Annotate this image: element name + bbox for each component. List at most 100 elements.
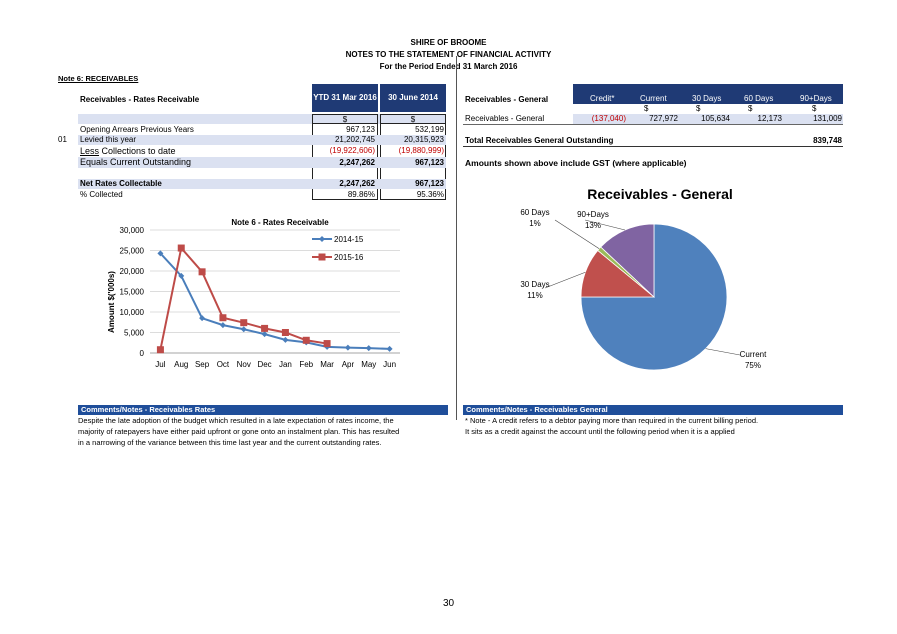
row-code: 01: [58, 135, 67, 144]
gst-note: Amounts shown above include GST (where a…: [465, 158, 687, 168]
data-point: [365, 345, 372, 352]
row-bg: [78, 157, 446, 168]
total-value: 839,748: [813, 136, 842, 145]
column-divider: [456, 56, 457, 420]
row-value-ytd: 967,123: [346, 125, 375, 134]
x-tick-label: May: [361, 360, 376, 369]
row-label: Levied this year: [80, 135, 137, 144]
series-line-2014-15: [159, 252, 390, 350]
data-point: [240, 326, 247, 333]
pie-percent: 11%: [527, 291, 542, 300]
page-number: 30: [442, 598, 455, 609]
pct-label: % Collected: [80, 190, 123, 199]
general-row-label: Receivables - General: [465, 114, 545, 123]
col-header-ytd: YTD 31 Mar 2016: [312, 84, 378, 112]
comments-general-title: Comments/Notes - Receivables General: [463, 405, 843, 415]
x-tick-label: Mar: [320, 360, 334, 369]
org-title: SHIRE OF BROOME: [410, 38, 487, 47]
data-point: [323, 340, 331, 348]
x-tick-label: Aug: [174, 360, 188, 369]
data-point: [261, 331, 268, 338]
row-label: Less Collections to date: [80, 146, 176, 156]
receivables-pie-chart: Current 75% 30 Days 11% 60 Days 1% 90+Days 13%: [520, 208, 767, 371]
header-30days: 30 Days: [692, 94, 722, 103]
currency-90: $: [812, 104, 817, 113]
currency-june: $: [380, 114, 446, 124]
pie-label: 60 Days: [520, 208, 549, 217]
row-label: Opening Arrears Previous Years: [80, 125, 194, 134]
currency-row-bg: [78, 114, 446, 124]
legend-label: 2014-15: [334, 235, 364, 244]
data-point: [344, 344, 351, 351]
legend-marker: [318, 253, 326, 261]
general-header-bar: [573, 84, 843, 104]
pie-leader-line: [705, 348, 741, 356]
pie-labels: Current 75% 30 Days 11% 60 Days 1% 90+Days 13%: [520, 208, 767, 370]
data-point: [282, 336, 289, 343]
general-row-bg: [573, 114, 843, 124]
value-90: 131,009: [813, 114, 842, 123]
header-90days: 90+Days: [800, 94, 832, 103]
row-value-june: 532,199: [415, 125, 444, 134]
data-point: [199, 315, 206, 322]
x-tick-label: Dec: [257, 360, 271, 369]
data-point: [178, 272, 185, 279]
net-value-june: 967,123: [415, 179, 444, 188]
pie-leader-line: [584, 219, 626, 231]
pie-label: 30 Days: [520, 280, 549, 289]
less-prefix: Less: [80, 146, 100, 156]
row-bg: [78, 135, 446, 145]
pie-percent: 13%: [585, 221, 601, 230]
header-current: Current: [640, 94, 667, 103]
comments-rates-line: in a narrowing of the variance between t…: [78, 438, 382, 447]
y-tick-label: 0: [140, 349, 145, 358]
row-label: Equals Current Outstanding: [80, 157, 192, 167]
pie-slices: [580, 223, 728, 371]
pie-label: 90+Days: [577, 210, 609, 219]
x-tick-label: Jan: [279, 360, 292, 369]
y-tick-label: 25,000: [120, 247, 145, 256]
pie-slice-90+Days: [600, 223, 655, 298]
pct-value-june: 95.36%: [416, 190, 444, 199]
value-60: 12,173: [757, 114, 782, 123]
x-tick-label: Jun: [383, 360, 396, 369]
y-tick-label: 15,000: [120, 288, 145, 297]
y-tick-label: 5,000: [124, 329, 145, 338]
data-point: [261, 324, 269, 332]
legend-marker: [319, 236, 325, 242]
y-tick-label: 10,000: [120, 308, 145, 317]
line-chart-y-ticks: 0 5,000 10,000 15,000 20,000 25,000 30,000: [120, 226, 145, 358]
line-chart-x-ticks: Jul Aug Sep Oct Nov Dec Jan Feb Mar Apr May Jun: [155, 360, 396, 369]
comments-rates-line: Despite the late adoption of the budget …: [78, 416, 394, 425]
value-current: 727,972: [649, 114, 678, 123]
data-point: [157, 250, 164, 257]
row-label-rest: Collections to date: [99, 146, 176, 156]
data-point: [219, 322, 226, 329]
pie-label: Current: [740, 350, 767, 359]
x-tick-label: Jul: [155, 360, 165, 369]
line-chart-gridlines: [150, 229, 400, 354]
comments-rates-title: Comments/Notes - Receivables Rates: [78, 405, 448, 415]
page-title: NOTES TO THE STATEMENT OF FINANCIAL ACTI…: [345, 50, 552, 59]
total-label: Total Receivables General Outstanding: [465, 136, 614, 145]
x-tick-label: Nov: [237, 360, 251, 369]
x-tick-label: Feb: [299, 360, 313, 369]
data-point: [302, 336, 310, 344]
x-tick-label: Oct: [217, 360, 230, 369]
line-chart-title: Note 6 - Rates Receivable: [231, 218, 329, 227]
currency-60: $: [748, 104, 753, 113]
legend-label: 2015-16: [334, 253, 364, 262]
row-value-ytd: 2,247,262: [339, 158, 375, 167]
series-line-2015-16: [159, 245, 328, 350]
net-row-bg: [78, 179, 446, 189]
line-chart-ylabel: Amount $('000s): [107, 271, 116, 333]
row-value-june: 967,123: [415, 158, 444, 167]
pct-value-ytd: 89.86%: [347, 190, 375, 199]
comments-general-line: * Note - A credit refers to a debtor pay…: [465, 416, 759, 425]
note-heading: Note 6: RECEIVABLES: [58, 74, 139, 83]
total-divider: [463, 146, 843, 147]
currency-30: $: [696, 104, 701, 113]
row-value-ytd: 21,202,745: [334, 135, 375, 144]
pie-slice-Current: [580, 223, 728, 371]
data-point: [198, 268, 206, 276]
